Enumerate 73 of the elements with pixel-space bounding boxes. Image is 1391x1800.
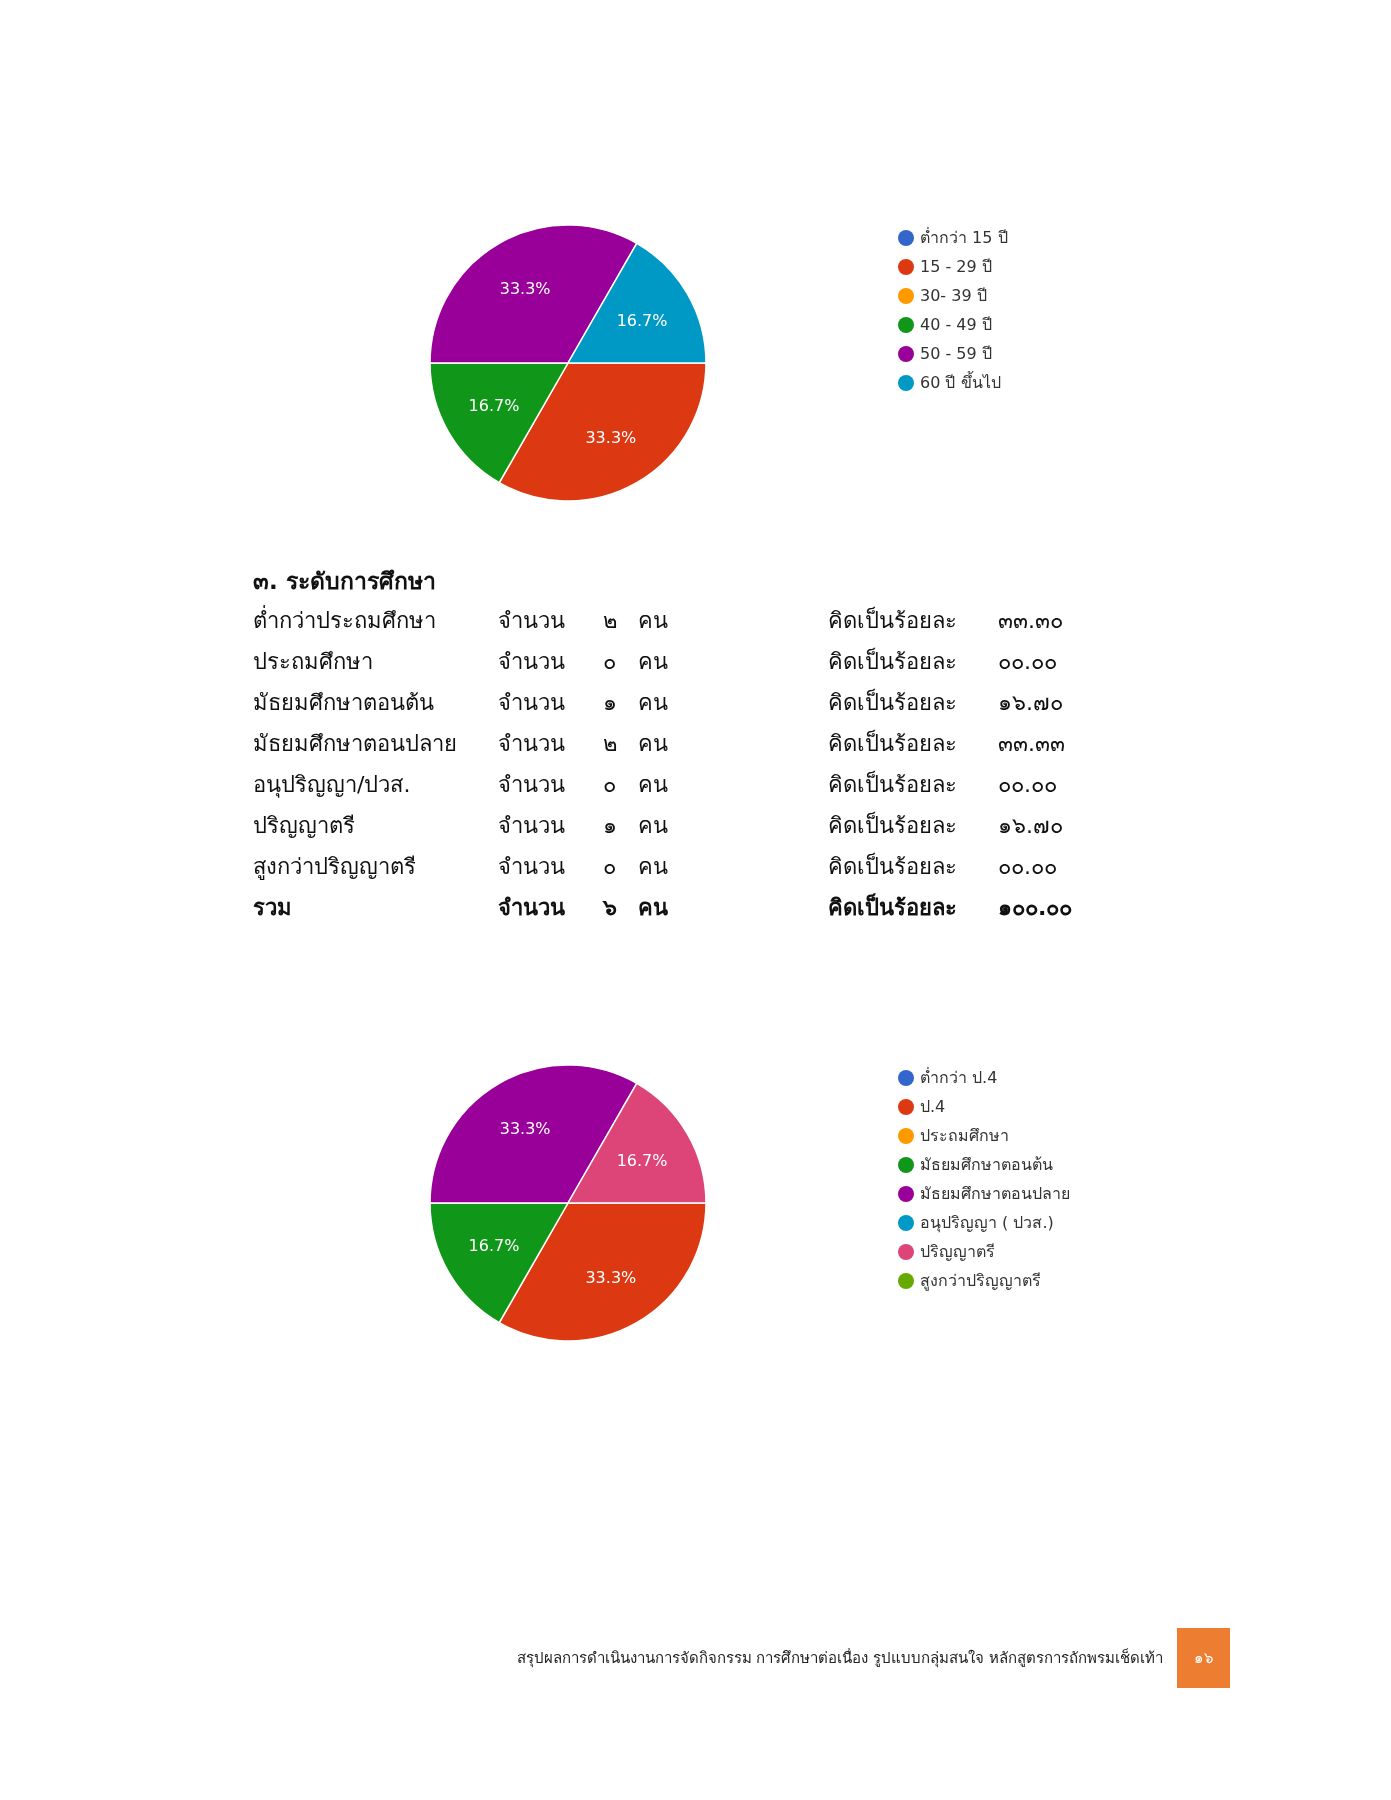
data-label: 33.3% bbox=[585, 427, 637, 447]
data-label: 33.3% bbox=[499, 1119, 551, 1139]
data-label: 16.7% bbox=[616, 1150, 668, 1170]
text: คิดเป็นร้อยละ bbox=[828, 687, 957, 717]
text: สรุปผลการดำเนินงานการจัดกิจกรรม การศึกษาต่อเนื่อง รูปแบบกลุ่มสนใจ หลักสูตรการถักพรมเช็ดเท้า bbox=[516, 1647, 1163, 1670]
legend-label: ป.4 bbox=[920, 1096, 946, 1118]
text: รวม bbox=[253, 894, 292, 922]
text: อนุปริญญา/ปวส. bbox=[253, 771, 411, 800]
data-label: 16.7% bbox=[616, 310, 668, 330]
text: จำนวน bbox=[498, 771, 565, 799]
text: คิดเป็นร้อยละ bbox=[828, 728, 957, 758]
text: คิดเป็นร้อยละ bbox=[828, 810, 957, 840]
text: คน bbox=[638, 607, 668, 635]
text: คน bbox=[638, 812, 668, 840]
legend-label: 15 - 29 ปี bbox=[920, 256, 992, 278]
text: ๑๖ bbox=[1177, 1628, 1230, 1688]
data-label: 16.7% bbox=[468, 396, 520, 416]
legend-label: 60 ปี ขึ้นไป bbox=[920, 370, 1001, 394]
text: ๑๖.๗๐ bbox=[998, 812, 1063, 840]
text: สูงกว่าปริญญาตรี bbox=[253, 853, 416, 882]
text: ๑๐๐.๐๐ bbox=[998, 894, 1073, 922]
text: คน bbox=[638, 894, 668, 922]
text: คิดเป็นร้อยละ bbox=[828, 769, 957, 799]
text: จำนวน bbox=[498, 894, 565, 922]
text: คิดเป็นร้อยละ bbox=[828, 892, 957, 922]
text: ๐ bbox=[603, 771, 616, 799]
text: มัธยมศึกษาตอนต้น bbox=[253, 689, 434, 717]
text: จำนวน bbox=[498, 730, 565, 758]
text: คน bbox=[638, 648, 668, 676]
text: ๓๓.๓๓ bbox=[998, 730, 1065, 758]
data-label: 16.7% bbox=[468, 1236, 520, 1256]
legend-label: อนุปริญญา ( ปวส.) bbox=[920, 1212, 1054, 1235]
text: ๓. ระดับการศึกษา bbox=[253, 567, 437, 596]
text: ๑ bbox=[603, 689, 617, 717]
text: ๑ bbox=[603, 812, 617, 840]
text: จำนวน bbox=[498, 812, 565, 840]
text: ประถมศึกษา bbox=[253, 648, 373, 676]
text: ๐๐.๐๐ bbox=[998, 771, 1057, 799]
text: ๒ bbox=[603, 730, 618, 758]
legend-label: 40 - 49 ปี bbox=[920, 314, 992, 336]
legend-label: ประถมศึกษา bbox=[920, 1125, 1009, 1147]
legend-label: สูงกว่าปริญญาตรี bbox=[920, 1270, 1041, 1293]
legend-label: 30- 39 ปี bbox=[920, 285, 987, 307]
text: จำนวน bbox=[498, 853, 565, 881]
legend-label: 50 - 59 ปี bbox=[920, 343, 992, 365]
text: คน bbox=[638, 853, 668, 881]
text: ๐๐.๐๐ bbox=[998, 648, 1057, 676]
text: ๑๖.๗๐ bbox=[998, 689, 1063, 717]
legend-label: มัธยมศึกษาตอนปลาย bbox=[920, 1183, 1070, 1205]
text: ๐ bbox=[603, 648, 616, 676]
text: คน bbox=[638, 730, 668, 758]
text: ๖ bbox=[603, 894, 617, 922]
text: คน bbox=[638, 771, 668, 799]
data-label: 33.3% bbox=[499, 279, 551, 299]
text: คิดเป็นร้อยละ bbox=[828, 605, 957, 635]
data-label: 33.3% bbox=[585, 1267, 637, 1287]
text: จำนวน bbox=[498, 689, 565, 717]
text: มัธยมศึกษาตอนปลาย bbox=[253, 730, 457, 758]
text: ปริญญาตรี bbox=[253, 812, 355, 840]
text: คิดเป็นร้อยละ bbox=[828, 646, 957, 676]
text: ต่ำกว่าประถมศึกษา bbox=[253, 604, 436, 635]
legend-label: ต่ำกว่า ป.4 bbox=[920, 1066, 998, 1089]
legend-label: ปริญญาตรี bbox=[920, 1241, 995, 1263]
text: ๓๓.๓๐ bbox=[998, 607, 1063, 635]
text: ๐๐.๐๐ bbox=[998, 853, 1057, 881]
text: จำนวน bbox=[498, 648, 565, 676]
legend-label: มัธยมศึกษาตอนต้น bbox=[920, 1154, 1053, 1176]
text: คน bbox=[638, 689, 668, 717]
text: จำนวน bbox=[498, 607, 565, 635]
text: ๐ bbox=[603, 853, 616, 881]
text: ๒ bbox=[603, 607, 618, 635]
text: คิดเป็นร้อยละ bbox=[828, 851, 957, 881]
legend-label: ต่ำกว่า 15 ปี bbox=[920, 226, 1008, 249]
